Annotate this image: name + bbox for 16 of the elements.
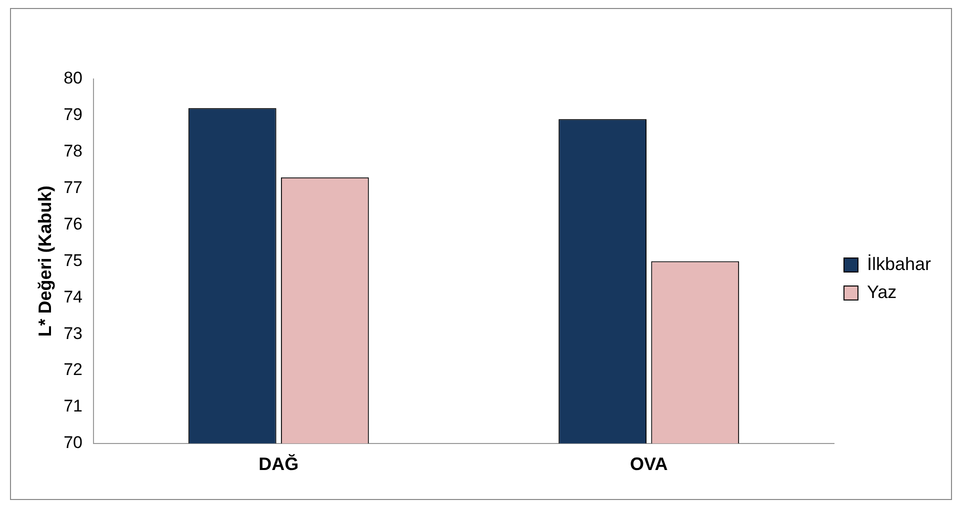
y-tick-label: 77 [64,178,83,198]
x-tick-label: DAĞ [258,454,299,474]
y-tick-label: 72 [64,360,83,380]
y-axis-title: L* Değeri (Kabuk) [34,186,55,337]
x-tick-label: OVA [630,454,668,474]
y-tick-label: 79 [64,105,83,124]
y-tick-label: 78 [64,142,83,161]
y-tick-label: 76 [64,214,83,234]
y-tick-label: 80 [64,68,83,88]
y-tick-label: 75 [64,250,83,270]
y-tick-label: 73 [64,324,83,343]
y-tick-label: 71 [64,396,83,416]
y-tick-label: 74 [64,287,83,306]
legend-label: Yaz [866,282,897,302]
y-tick-label: 70 [64,433,83,452]
legend-label: İlkbahar [866,254,932,274]
